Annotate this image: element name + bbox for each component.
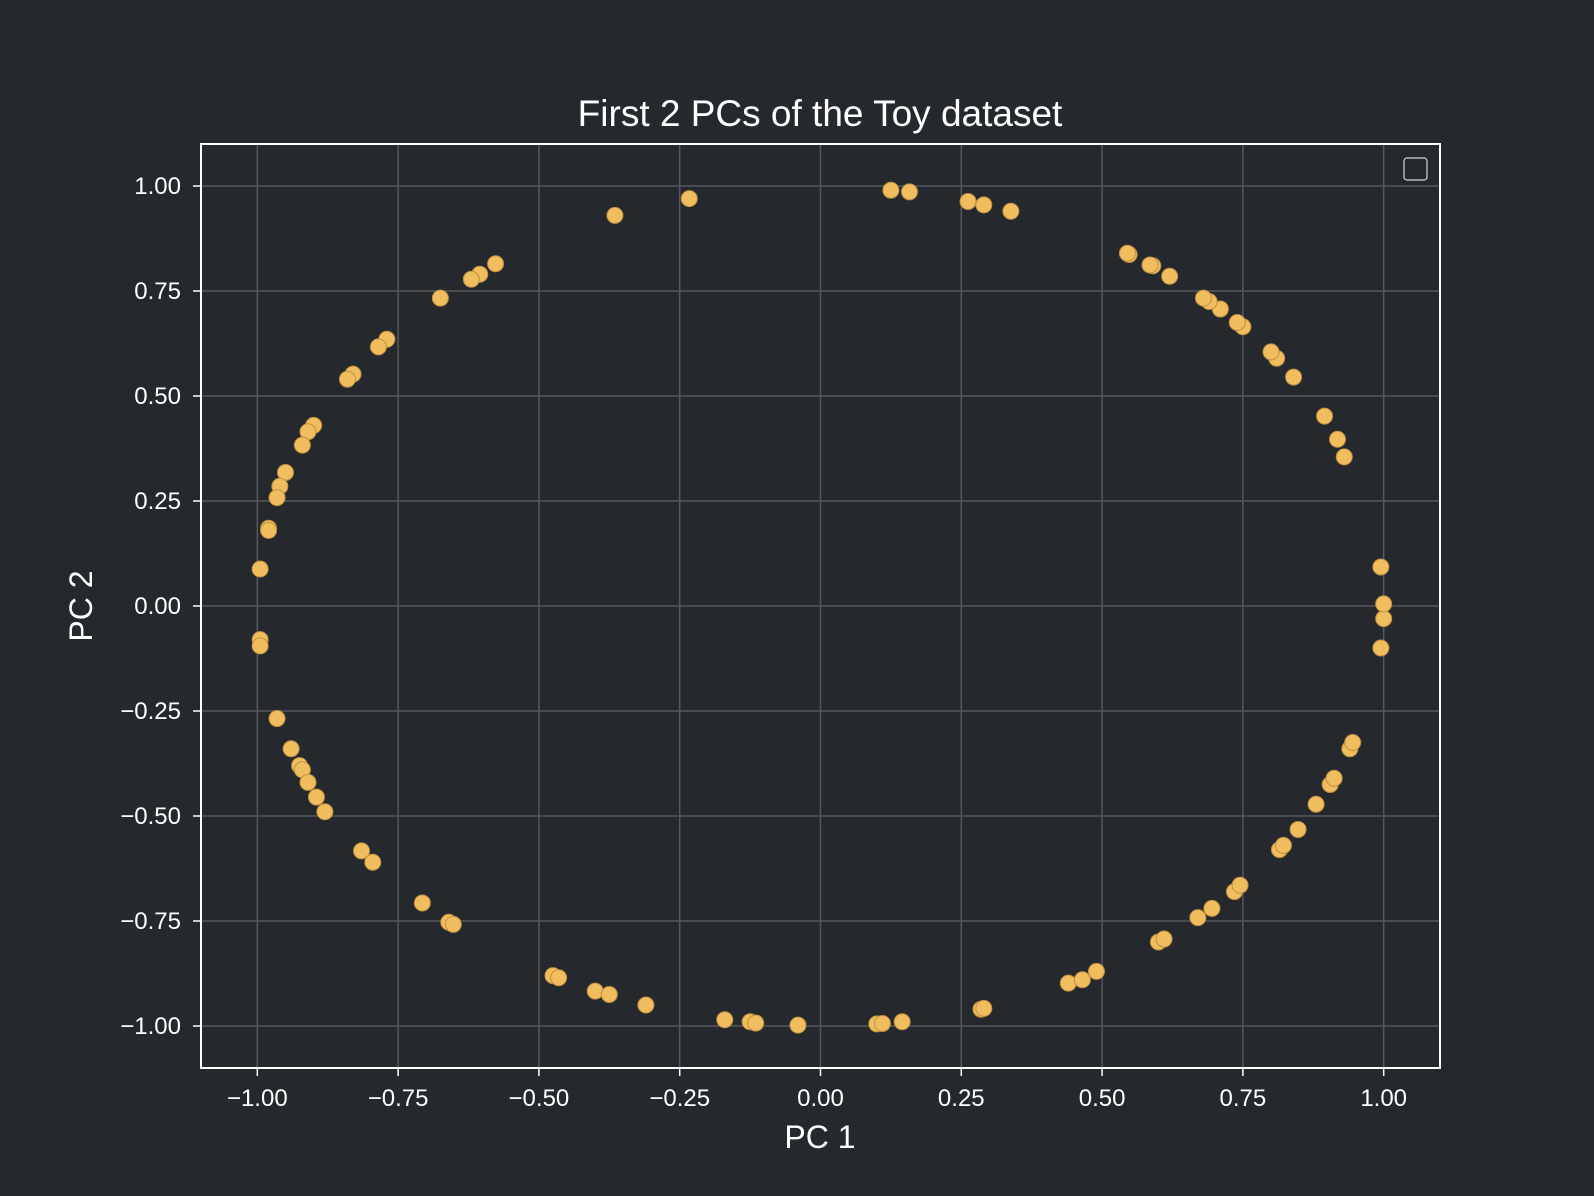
data-point — [307, 788, 325, 806]
data-point — [282, 740, 300, 758]
data-point — [1372, 558, 1390, 576]
x-tick-label: 0.75 — [1220, 1085, 1267, 1112]
y-tick-label: −1.00 — [120, 1013, 181, 1040]
grid-lines — [201, 144, 1440, 1068]
data-point — [487, 255, 505, 273]
data-point — [1073, 971, 1091, 989]
y-tick-label: 0.75 — [134, 278, 181, 305]
y-tick-label: 1.00 — [134, 173, 181, 200]
y-tick-label: −0.50 — [120, 803, 181, 830]
x-tick-label: 0.25 — [938, 1085, 985, 1112]
data-point — [1325, 769, 1343, 787]
data-point — [1329, 430, 1347, 448]
data-point — [600, 986, 618, 1003]
data-point — [1141, 256, 1159, 274]
data-point — [1189, 909, 1207, 927]
data-point — [1203, 899, 1221, 917]
data-point — [586, 982, 604, 1000]
legend-box — [1403, 157, 1428, 181]
data-point — [316, 803, 334, 821]
x-tick-label: 1.00 — [1360, 1085, 1407, 1112]
data-point — [882, 181, 900, 199]
data-point — [1231, 876, 1249, 894]
data-point — [364, 853, 382, 871]
x-axis-title: PC 1 — [784, 1119, 855, 1155]
data-point — [1375, 610, 1393, 628]
data-point — [293, 436, 311, 454]
data-point — [1155, 930, 1173, 948]
y-tick-labels: −1.00 −0.75 −0.50 −0.25 0.00 0.25 0.50 0.75 1.00 — [120, 173, 181, 1040]
data-point — [1344, 734, 1362, 751]
data-point — [637, 996, 655, 1014]
data-point — [268, 710, 286, 728]
data-point — [975, 999, 993, 1017]
x-tick-label: −0.75 — [368, 1085, 429, 1112]
tick-marks — [193, 185, 1385, 1076]
y-tick-label: 0.00 — [134, 593, 181, 620]
data-points — [251, 181, 1393, 1034]
y-tick-label: 0.25 — [134, 488, 181, 515]
data-point — [1285, 368, 1303, 386]
data-point — [606, 206, 624, 224]
y-tick-label: 0.50 — [134, 383, 181, 410]
chart-title: First 2 PCs of the Toy dataset — [578, 93, 1063, 134]
x-tick-label: 0.00 — [797, 1085, 844, 1112]
data-point — [1274, 836, 1292, 854]
data-point — [251, 637, 269, 655]
data-point — [680, 190, 698, 208]
data-point — [1161, 267, 1179, 285]
data-point — [338, 370, 356, 388]
data-point — [1289, 820, 1307, 838]
data-point — [444, 915, 462, 933]
data-point — [900, 183, 918, 201]
data-point — [1316, 407, 1334, 425]
data-point — [462, 270, 480, 288]
data-point — [1262, 343, 1280, 361]
data-point — [1059, 974, 1077, 992]
data-point — [1228, 314, 1246, 331]
data-point — [1194, 289, 1212, 307]
data-point — [959, 193, 977, 211]
x-tick-labels: −1.00 −0.75 −0.50 −0.25 0.00 0.25 0.50 0.75 1.00 — [227, 1085, 1407, 1112]
x-tick-label: 0.50 — [1079, 1085, 1126, 1112]
data-point — [1087, 962, 1105, 980]
data-point — [789, 1016, 807, 1034]
data-point — [550, 969, 568, 987]
data-point — [716, 1011, 734, 1029]
data-point — [1118, 244, 1136, 262]
data-point — [747, 1014, 765, 1032]
data-point — [353, 842, 371, 860]
data-point — [369, 338, 387, 356]
y-axis-title: PC 2 — [63, 570, 99, 641]
data-point — [431, 289, 449, 307]
data-point — [299, 773, 317, 791]
x-tick-label: −0.50 — [509, 1085, 570, 1112]
data-point — [1375, 595, 1393, 613]
y-tick-label: −0.75 — [120, 908, 181, 935]
data-point — [893, 1013, 911, 1031]
data-point — [1372, 639, 1390, 657]
data-point — [260, 521, 278, 539]
data-point — [975, 196, 993, 214]
y-tick-label: −0.25 — [120, 698, 181, 725]
data-point — [251, 560, 269, 578]
data-point — [1307, 795, 1325, 813]
x-tick-label: −1.00 — [227, 1085, 288, 1112]
x-tick-label: −0.25 — [649, 1085, 710, 1112]
data-point — [1335, 448, 1353, 466]
data-point — [268, 489, 286, 507]
data-point — [873, 1014, 891, 1032]
data-point — [1002, 202, 1020, 220]
data-point — [413, 894, 431, 912]
